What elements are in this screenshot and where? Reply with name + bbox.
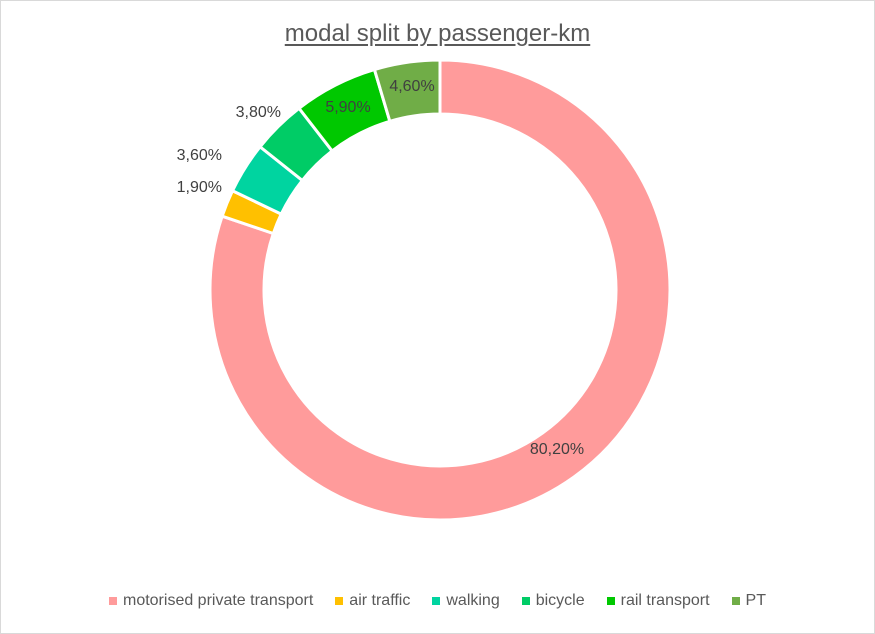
legend-swatch xyxy=(335,597,344,605)
legend-label: air traffic xyxy=(349,592,411,609)
legend: motorised private transport air traffic wa… xyxy=(0,592,875,610)
data-label-motorised-private-transport: 80,20% xyxy=(530,441,584,458)
legend-item-walking: walking xyxy=(432,592,500,610)
legend-label: walking xyxy=(446,592,500,609)
data-label-bicycle: 3,80% xyxy=(236,104,281,121)
legend-label: motorised private transport xyxy=(122,592,314,609)
data-label-walking: 3,60% xyxy=(177,147,222,164)
legend-swatch xyxy=(606,597,615,605)
legend-label: rail transport xyxy=(620,592,710,609)
legend-swatch xyxy=(521,597,530,605)
legend-item-air-traffic: air traffic xyxy=(335,592,410,610)
legend-swatch xyxy=(108,597,117,605)
legend-label: bicycle xyxy=(535,592,585,609)
slice-motorised-private-transport xyxy=(208,58,672,522)
data-label-rail-transport: 5,90% xyxy=(325,99,370,116)
chart-title: modal split by passenger-km xyxy=(284,20,591,47)
data-label-pt: 4,60% xyxy=(389,78,434,95)
legend-swatch xyxy=(432,597,441,605)
legend-item-pt: PT xyxy=(731,592,766,610)
legend-label: PT xyxy=(745,592,766,609)
slice-pt xyxy=(372,58,442,124)
legend-item-bicycle: bicycle xyxy=(521,592,585,610)
data-label-air-traffic: 1,90% xyxy=(177,179,222,196)
legend-item-rail-transport: rail transport xyxy=(606,592,710,610)
legend-item-motorised-private-transport: motorised private transport xyxy=(108,592,314,610)
legend-swatch xyxy=(731,597,740,605)
